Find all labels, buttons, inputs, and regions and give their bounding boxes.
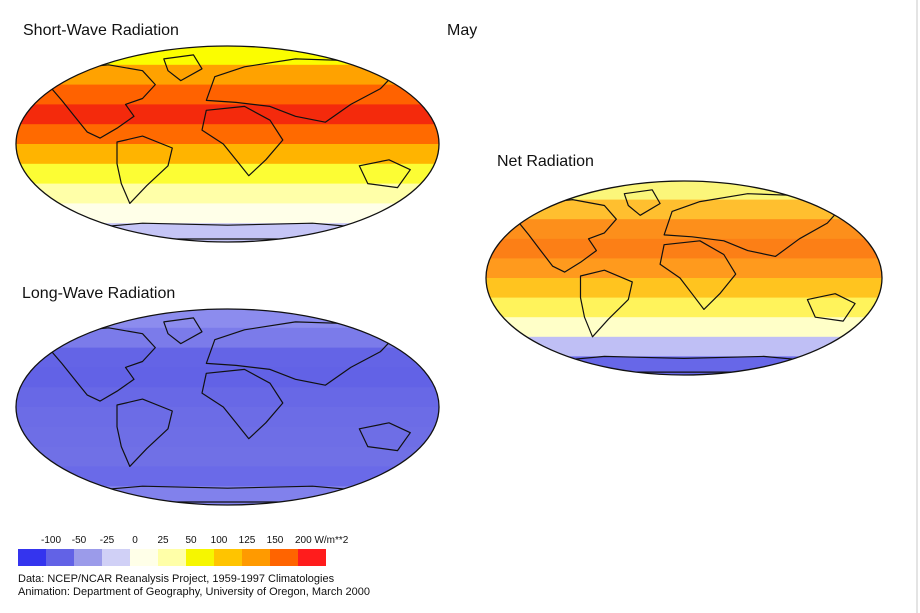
month-label: May bbox=[447, 22, 478, 39]
latitude-band bbox=[16, 327, 439, 349]
legend-label: -25 bbox=[99, 535, 115, 546]
greenland-outline bbox=[163, 54, 203, 82]
animation-credit: Animation: Department of Geography, Univ… bbox=[18, 586, 370, 598]
color-legend bbox=[18, 549, 326, 566]
net-map-title: Net Radiation bbox=[497, 153, 594, 170]
latitude-band bbox=[486, 258, 882, 279]
legend-labels: -100 -50 -25 0 25 50 100 125 150 200 W/m**2 bbox=[18, 535, 368, 549]
latitude-band bbox=[16, 163, 439, 185]
latitude-band bbox=[486, 181, 882, 201]
latitude-band bbox=[16, 84, 439, 105]
legend-label: 25 bbox=[157, 535, 169, 546]
eurasia-outline bbox=[663, 193, 844, 258]
latitude-band bbox=[16, 387, 439, 408]
legend-swatch bbox=[214, 549, 242, 566]
australia-outline bbox=[358, 159, 411, 189]
legend-label: 100 bbox=[210, 535, 228, 546]
africa-outline bbox=[201, 368, 284, 440]
data-credit: Data: NCEP/NCAR Reanalysis Project, 1959… bbox=[18, 573, 335, 585]
south-america-outline bbox=[116, 135, 173, 204]
legend-label: -50 bbox=[71, 535, 87, 546]
latitude-band bbox=[16, 104, 439, 125]
greenland-outline bbox=[163, 317, 203, 345]
latitude-band bbox=[16, 64, 439, 86]
legend-swatch bbox=[102, 549, 130, 566]
legend-label: 150 bbox=[266, 535, 284, 546]
legend-swatch bbox=[158, 549, 186, 566]
latitude-band bbox=[486, 336, 882, 357]
legend-label: 200 W/m**2 bbox=[295, 535, 349, 546]
latitude-band bbox=[486, 297, 882, 318]
latitude-band bbox=[16, 183, 439, 204]
eurasia-outline bbox=[205, 58, 399, 123]
eurasia-outline bbox=[205, 321, 399, 386]
longwave-map-title: Long-Wave Radiation bbox=[22, 285, 176, 302]
map-border bbox=[15, 45, 440, 243]
legend-swatch bbox=[298, 549, 326, 566]
latitude-band bbox=[16, 466, 439, 487]
latitude-band bbox=[486, 219, 882, 240]
frame-divider bbox=[916, 0, 918, 613]
latitude-band bbox=[16, 367, 439, 388]
latitude-band bbox=[16, 426, 439, 448]
north-america-outline bbox=[44, 327, 156, 402]
latitude-band bbox=[16, 407, 439, 428]
latitude-band bbox=[16, 124, 439, 145]
legend-swatch bbox=[186, 549, 214, 566]
legend-label: -100 bbox=[40, 535, 62, 546]
legend-swatch bbox=[242, 549, 270, 566]
latitude-band bbox=[486, 356, 882, 375]
legend-label: 0 bbox=[132, 535, 138, 546]
map-border bbox=[15, 308, 440, 506]
legend-label: 125 bbox=[238, 535, 256, 546]
latitude-band bbox=[16, 223, 439, 242]
latitude-band bbox=[16, 46, 439, 66]
south-america-outline bbox=[116, 398, 173, 467]
legend-swatch bbox=[270, 549, 298, 566]
australia-outline bbox=[806, 293, 856, 322]
latitude-band bbox=[486, 199, 882, 220]
latitude-band bbox=[16, 309, 439, 329]
africa-outline bbox=[659, 240, 737, 310]
latitude-band bbox=[486, 317, 882, 338]
map-border bbox=[485, 180, 883, 376]
legend-label: 50 bbox=[185, 535, 197, 546]
shortwave-map-title: Short-Wave Radiation bbox=[23, 22, 179, 39]
latitude-band bbox=[486, 238, 882, 259]
legend-swatch bbox=[46, 549, 74, 566]
longwave-radiation-map bbox=[15, 308, 440, 506]
latitude-band bbox=[16, 347, 439, 368]
north-america-outline bbox=[512, 199, 617, 273]
legend-swatch bbox=[18, 549, 46, 566]
latitude-band bbox=[16, 203, 439, 224]
greenland-outline bbox=[623, 189, 661, 216]
legend-swatch bbox=[130, 549, 158, 566]
africa-outline bbox=[201, 105, 284, 177]
net-radiation-map bbox=[485, 180, 883, 376]
south-america-outline bbox=[579, 269, 633, 338]
australia-outline bbox=[358, 422, 411, 452]
shortwave-radiation-map bbox=[15, 45, 440, 243]
north-america-outline bbox=[44, 64, 156, 139]
latitude-band bbox=[486, 278, 882, 299]
latitude-band bbox=[16, 446, 439, 467]
latitude-band bbox=[16, 486, 439, 505]
latitude-band bbox=[16, 144, 439, 165]
legend-swatch bbox=[74, 549, 102, 566]
